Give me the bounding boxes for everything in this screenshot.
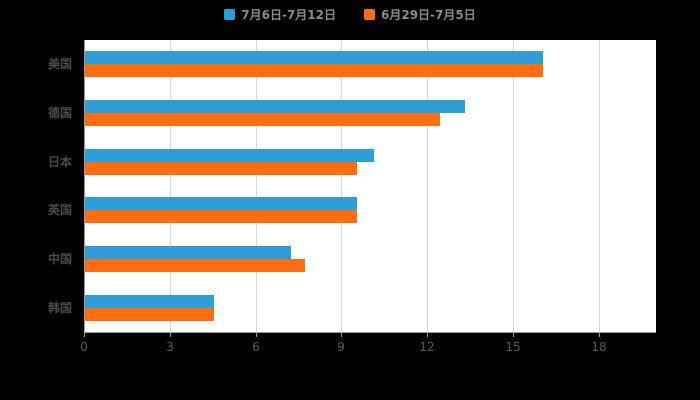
x-tick-label: 0 — [80, 340, 88, 354]
gridline — [341, 40, 342, 332]
y-axis-line — [84, 40, 85, 332]
x-tick-mark — [513, 332, 514, 337]
category-label: 德国 — [47, 106, 72, 120]
category-label: 日本 — [47, 154, 72, 169]
legend-item-week1[interactable]: 6月29日-7月5日 — [364, 6, 476, 23]
bar-week1 — [85, 162, 357, 175]
x-tick-label: 6 — [252, 340, 260, 354]
chart-legend: 7月6日-7月12日 6月29日-7月5日 — [0, 6, 700, 23]
bar-week2 — [85, 246, 291, 259]
x-tick-label: 3 — [166, 340, 174, 354]
legend-item-week2[interactable]: 7月6日-7月12日 — [224, 6, 336, 23]
x-tick-mark — [170, 332, 171, 337]
legend-label-week2: 7月6日-7月12日 — [241, 8, 336, 22]
category-label: 中国 — [47, 252, 72, 266]
bar-week1 — [85, 113, 440, 126]
x-tick-label: 18 — [591, 340, 607, 354]
x-tick-mark — [341, 332, 342, 337]
x-tick-label: 15 — [505, 340, 521, 354]
gridline — [256, 40, 257, 332]
x-tick-mark — [599, 332, 600, 337]
legend-label-week1: 6月29日-7月5日 — [381, 8, 476, 22]
x-axis-line — [84, 332, 656, 333]
bar-week1 — [85, 210, 357, 223]
x-tick-mark — [256, 332, 257, 337]
legend-swatch-orange-icon — [364, 9, 375, 20]
plot-area — [84, 40, 656, 332]
bar-week2 — [85, 197, 357, 210]
category-axis-labels: 美国德国日本英国中国韩国 — [0, 40, 80, 332]
bar-week2 — [85, 51, 543, 64]
x-tick-label: 9 — [337, 340, 345, 354]
x-tick-mark — [427, 332, 428, 337]
x-tick-mark — [84, 332, 85, 337]
legend-swatch-blue-icon — [224, 9, 236, 20]
bar-week1 — [85, 308, 214, 321]
gridline — [427, 40, 428, 332]
bar-week1 — [85, 64, 543, 77]
bar-week1 — [85, 259, 305, 272]
category-label: 英国 — [47, 203, 72, 218]
gridline — [170, 40, 171, 332]
category-label: 韩国 — [47, 300, 72, 315]
bar-week2 — [85, 149, 374, 162]
category-label: 美国 — [47, 57, 72, 72]
bar-week2 — [85, 295, 214, 308]
bar-week2 — [85, 100, 465, 113]
gridline — [599, 40, 600, 332]
gridline — [513, 40, 514, 332]
x-tick-label: 12 — [419, 340, 435, 354]
